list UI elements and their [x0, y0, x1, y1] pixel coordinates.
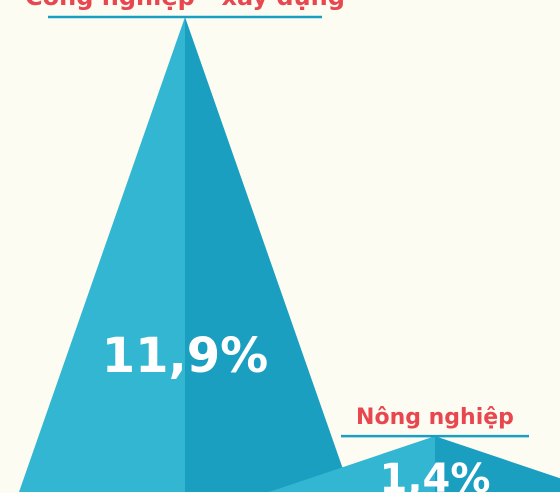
value-label: 1,4% [380, 456, 491, 493]
triangle-left [269, 436, 435, 492]
triangle-left [19, 16, 185, 492]
category-label: Nông nghiệp [356, 405, 514, 430]
value-label: 11,9% [102, 328, 269, 384]
triangle-right [185, 16, 351, 492]
triangle-right [435, 436, 560, 492]
category-label: Công nghiệp - xây dựng [25, 0, 345, 11]
